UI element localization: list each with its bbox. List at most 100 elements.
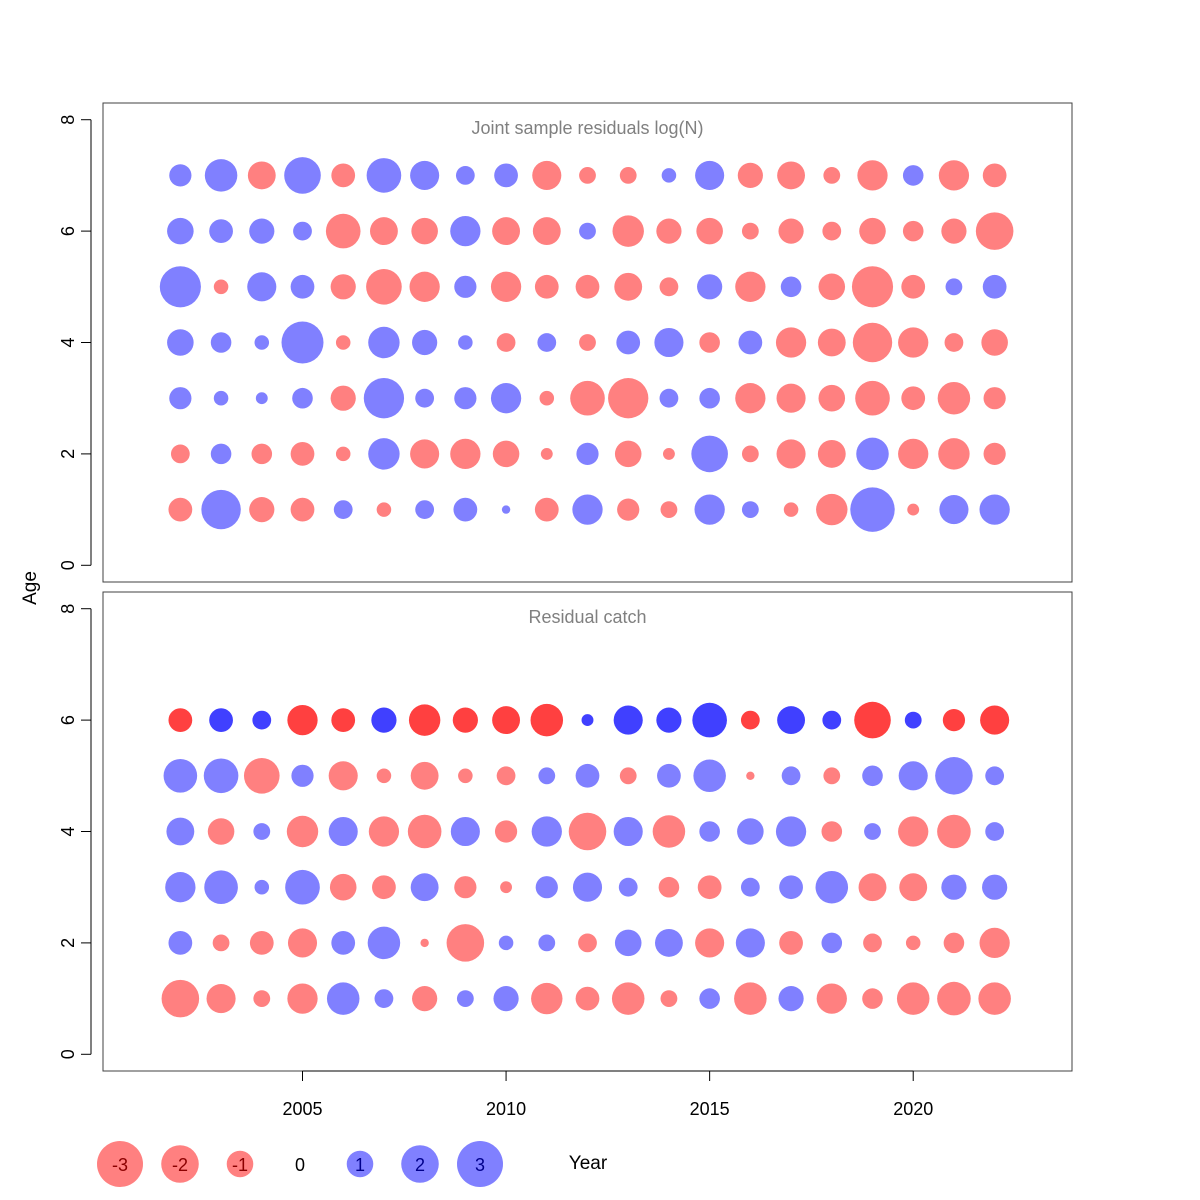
- bubble-2006-age4: [328, 816, 358, 847]
- bubble-2020-age4: [898, 816, 929, 847]
- bubble-2020-age6: [904, 711, 922, 729]
- bubble-2013-age6: [613, 705, 643, 735]
- bubble-2020-age3: [899, 873, 928, 902]
- bubble-2015-age5: [693, 759, 726, 793]
- bubble-2010-age5: [496, 766, 516, 786]
- y-tick-label: 8: [58, 604, 78, 614]
- bubble-2017-age4: [775, 327, 807, 358]
- bubble-2002-age1: [161, 979, 200, 1018]
- bubble-2014-age1: [660, 501, 678, 518]
- bubble-2007-age5: [376, 768, 392, 784]
- bubble-2021-age6: [941, 218, 967, 244]
- bubble-2003-age7: [204, 159, 238, 192]
- bubble-2013-age2: [614, 929, 642, 957]
- bubble-2011-age6: [532, 217, 561, 246]
- bubble-2019-age2: [863, 933, 882, 953]
- bubble-2007-age4: [368, 326, 400, 359]
- bubble-2009-age3: [454, 876, 477, 899]
- bubble-2022-age5: [985, 766, 1005, 786]
- bubble-2012-age4: [579, 334, 596, 351]
- bubble-2022-age1: [979, 494, 1010, 525]
- bubble-2011-age5: [534, 274, 559, 299]
- bubble-2016-age2: [735, 928, 765, 958]
- bubble-2002-age3: [169, 387, 192, 410]
- legend-label: 3: [475, 1155, 485, 1175]
- bubble-2022-age4: [981, 329, 1008, 356]
- bubble-2016-age5: [746, 771, 755, 781]
- bubble-2020-age2: [905, 935, 921, 951]
- plot-frame: [102, 102, 1073, 583]
- bubble-2022-age5: [982, 274, 1007, 299]
- bubble-2007-age3: [363, 378, 405, 419]
- bubble-2010-age2: [492, 440, 520, 468]
- bubble-2005-age6: [293, 221, 312, 241]
- bubble-2014-age3: [659, 388, 679, 408]
- bubble-2012-age1: [575, 986, 600, 1011]
- bubble-2018-age2: [821, 932, 843, 954]
- bubble-2017-age4: [775, 816, 807, 847]
- bubble-2014-age3: [658, 876, 680, 898]
- bubble-2014-age4: [654, 327, 684, 358]
- bubble-2017-age1: [783, 502, 799, 517]
- bubble-2020-age1: [896, 982, 930, 1015]
- bubble-2012-age5: [575, 763, 600, 788]
- panel-1: Joint sample residuals log(N) 0 2 4 6 8: [58, 102, 1073, 583]
- bubble-2022-age2: [983, 442, 1006, 466]
- bubble-2002-age6: [167, 217, 194, 245]
- bubble-2019-age3: [855, 380, 890, 416]
- bubble-2019-age1: [862, 988, 883, 1009]
- bubble-2019-age3: [858, 873, 887, 902]
- bubble-2009-age5: [458, 768, 473, 784]
- bubble-2016-age6: [740, 710, 760, 730]
- bubble-2021-age3: [941, 874, 967, 900]
- bubble-2015-age6: [692, 702, 727, 738]
- bubble-2022-age7: [982, 163, 1007, 188]
- bubble-2019-age4: [864, 823, 881, 840]
- bubble-2005-age4: [281, 321, 324, 364]
- bubble-2015-age1: [699, 988, 720, 1009]
- bubble-2003-age5: [203, 758, 239, 794]
- bubble-2011-age3: [535, 876, 558, 899]
- bubble-2005-age1: [290, 497, 315, 522]
- bubble-2013-age1: [611, 982, 645, 1015]
- bubble-2011-age4: [531, 816, 562, 847]
- bubble-2006-age3: [329, 873, 357, 901]
- bubble-2018-age2: [817, 439, 846, 468]
- bubble-2018-age4: [821, 821, 843, 842]
- legend-label: 0: [295, 1155, 305, 1175]
- y-tick-label: 0: [58, 560, 78, 570]
- bubble-2002-age7: [169, 164, 192, 187]
- bubble-2005-age3: [292, 387, 313, 409]
- x-tick-label: 2015: [690, 1099, 730, 1119]
- bubble-2003-age1: [201, 489, 241, 530]
- bubble-2010-age7: [494, 163, 518, 188]
- bubble-2007-age5: [366, 268, 402, 305]
- bubble-2018-age7: [823, 167, 841, 184]
- bubble-2008-age2: [410, 439, 440, 469]
- bubble-2020-age1: [907, 503, 920, 516]
- x-axis-title: Year: [569, 1153, 608, 1174]
- bubble-2015-age2: [691, 435, 728, 473]
- bubble-2011-age6: [530, 703, 564, 737]
- bubble-2009-age2: [450, 438, 481, 470]
- bubble-2006-age2: [331, 931, 356, 955]
- bubble-2020-age3: [901, 386, 926, 411]
- bubble-2011-age1: [534, 497, 559, 522]
- bubble-2013-age4: [616, 330, 641, 355]
- bubble-2021-age1: [939, 495, 969, 525]
- bubble-2006-age4: [335, 335, 351, 350]
- bubble-2017-age2: [776, 439, 806, 469]
- bubble-2022-age1: [978, 982, 1011, 1015]
- bubble-2013-age4: [613, 816, 643, 847]
- bubble-2008-age2: [420, 938, 429, 948]
- bubble-2011-age5: [538, 767, 556, 785]
- bubble-2010-age4: [494, 820, 518, 843]
- bubble-2021-age7: [938, 160, 970, 191]
- bubble-2017-age3: [779, 875, 803, 900]
- bubble-2015-age5: [697, 274, 723, 300]
- y-axis-title: Age: [20, 571, 41, 605]
- bubble-2018-age6: [822, 710, 842, 730]
- y-tick-label: 2: [58, 938, 78, 948]
- bubble-2003-age2: [212, 934, 230, 952]
- bubble-2016-age5: [735, 271, 766, 302]
